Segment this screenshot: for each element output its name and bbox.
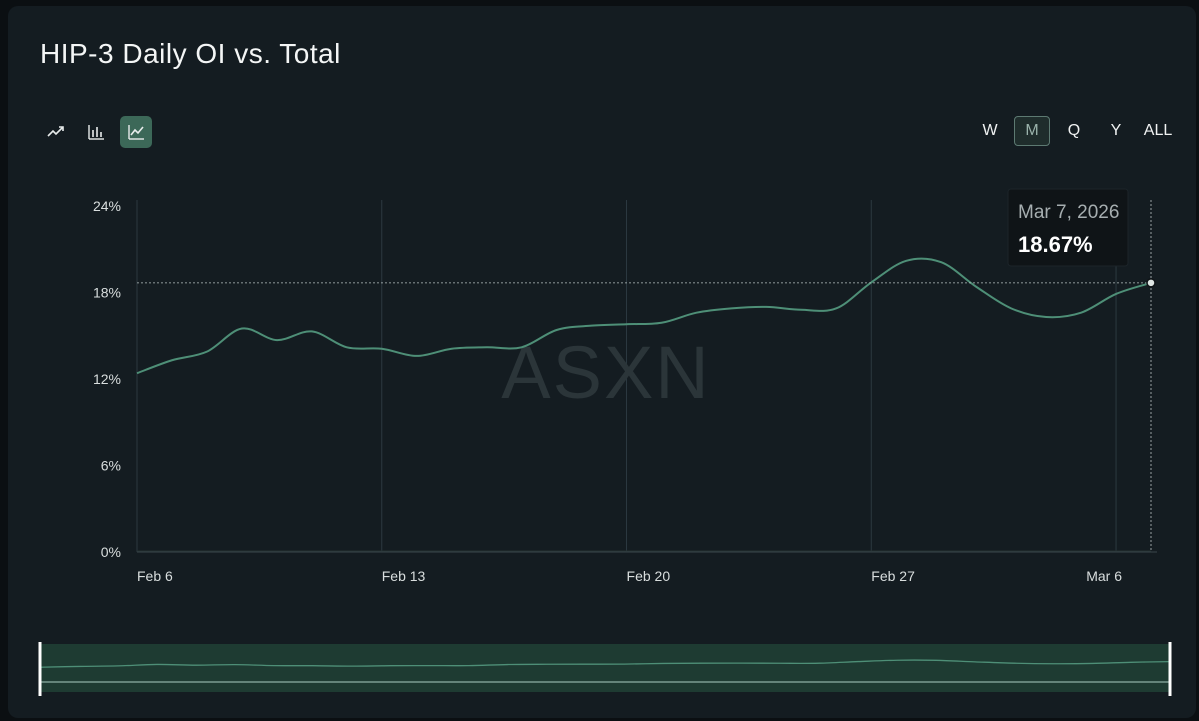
y-tick-label: 12%: [93, 371, 121, 387]
tooltip: Mar 7, 2026 18.67%: [1007, 188, 1129, 267]
line-chart-button[interactable]: [120, 116, 152, 148]
x-tick-label: Feb 13: [382, 568, 426, 584]
x-tick-label: Feb 27: [871, 568, 915, 584]
chart-card: HIP-3 Daily OI vs. Total: [8, 6, 1196, 718]
line-chart-icon: [128, 125, 144, 140]
time-range-selector: W M Q Y ALL: [972, 116, 1176, 146]
range-all-button[interactable]: ALL: [1143, 122, 1173, 139]
range-month-button[interactable]: M: [1014, 116, 1050, 146]
bar-chart-icon: [88, 125, 104, 140]
trend-arrow-icon: [47, 126, 64, 137]
bar-chart-button[interactable]: [80, 116, 112, 148]
navigator-svg: [38, 642, 1172, 696]
chart-title: HIP-3 Daily OI vs. Total: [40, 38, 341, 69]
series-line: [136, 257, 1152, 375]
watermark: ASXN: [501, 331, 711, 414]
y-tick-label: 24%: [93, 198, 121, 214]
trend-chart-button[interactable]: [40, 116, 72, 148]
tooltip-date: Mar 7, 2026: [1018, 202, 1119, 223]
range-quarter-button[interactable]: Q: [1067, 122, 1081, 139]
navigator-selection: [40, 644, 1170, 692]
y-tick-label: 18%: [93, 285, 121, 301]
x-tick-label: Feb 6: [137, 568, 173, 584]
range-week-button[interactable]: W: [982, 122, 998, 139]
navigator-series-line: [39, 659, 1171, 668]
series-layer: [136, 200, 1156, 552]
axes: Feb 6 Feb 13 Feb 20 Feb 27 Mar 6 0% 6% 12% 18% 24…: [93, 198, 1157, 584]
tooltip-value: 18.67%: [1018, 232, 1093, 257]
x-tick-label: Feb 20: [627, 568, 671, 584]
highlight-point[interactable]: [1146, 278, 1156, 288]
x-tick-label: Mar 6: [1086, 568, 1122, 584]
line-chart-plot[interactable]: ASXN Feb 6 Feb 13 Feb 20 Feb 27 Mar 6 0% 6% 12%…: [8, 6, 1196, 606]
range-navigator[interactable]: [38, 642, 1172, 696]
range-year-button[interactable]: Y: [1110, 122, 1122, 139]
chart-type-selector: [40, 116, 152, 148]
y-tick-label: 6%: [101, 458, 121, 474]
y-tick-label: 0%: [101, 544, 121, 560]
tooltip-box: [1007, 188, 1129, 267]
